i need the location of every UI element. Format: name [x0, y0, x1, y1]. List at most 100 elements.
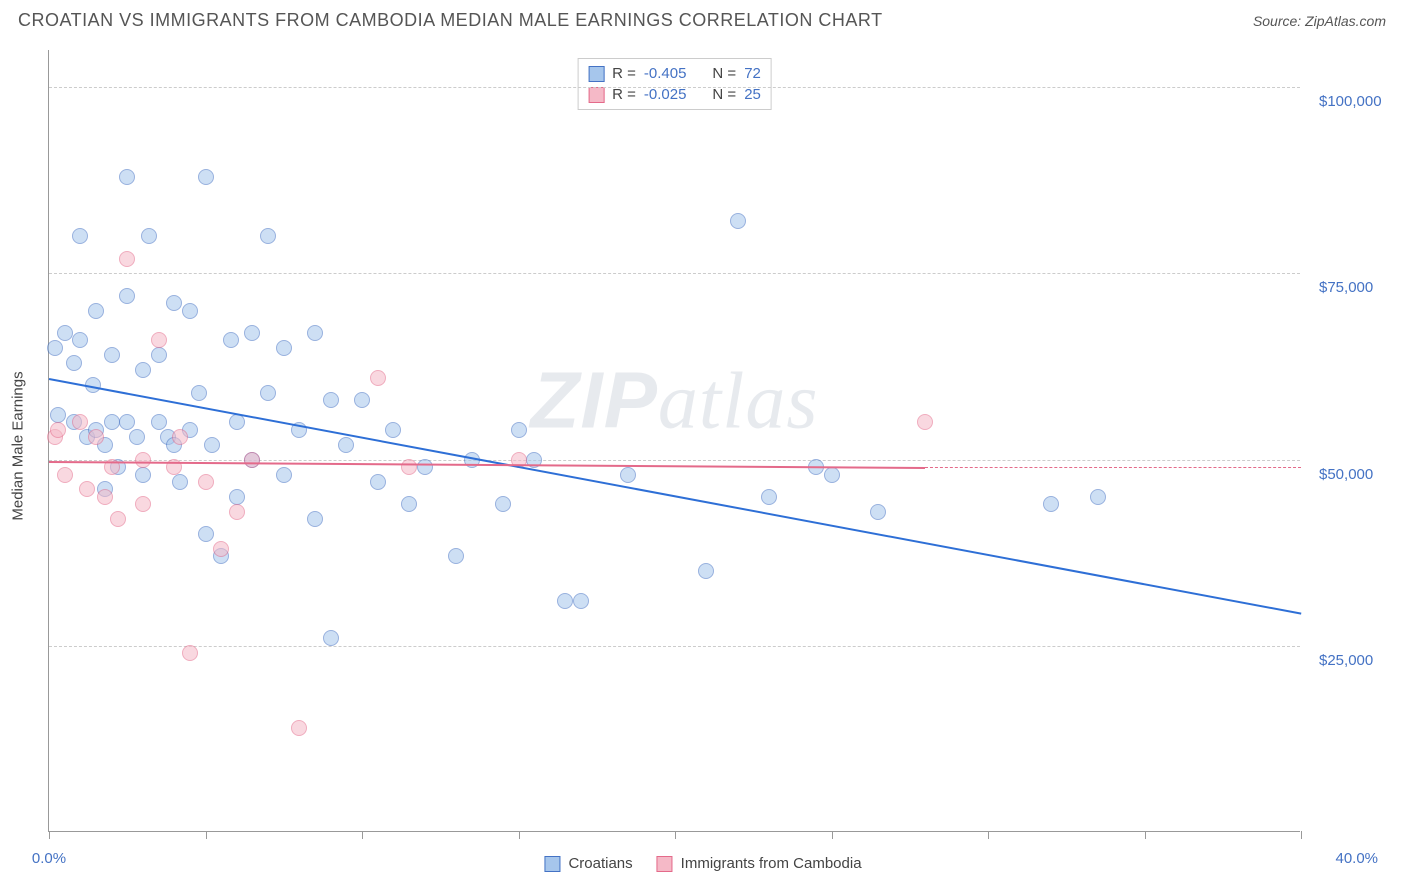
y-tick-label: $100,000 — [1319, 93, 1382, 110]
data-point — [824, 467, 840, 483]
data-point — [141, 228, 157, 244]
x-tick-label-left: 0.0% — [32, 850, 66, 867]
stats-row: R = -0.405 N = 72 — [588, 63, 761, 84]
r-value: -0.405 — [644, 65, 687, 82]
data-point — [50, 422, 66, 438]
data-point — [151, 414, 167, 430]
data-point — [57, 467, 73, 483]
data-point — [323, 630, 339, 646]
data-point — [129, 429, 145, 445]
data-point — [97, 489, 113, 505]
data-point — [182, 645, 198, 661]
data-point — [135, 452, 151, 468]
data-point — [620, 467, 636, 483]
data-point — [198, 526, 214, 542]
data-point — [370, 370, 386, 386]
x-tick — [988, 831, 989, 839]
watermark: ZIPatlas — [530, 355, 818, 448]
chart-plot-area: ZIPatlas R =-0.405N =72R =-0.025N =25 $2… — [48, 50, 1300, 832]
data-point — [119, 288, 135, 304]
source-label: Source: — [1253, 13, 1305, 29]
data-point — [223, 332, 239, 348]
legend-item: Croatians — [544, 855, 632, 872]
data-point — [244, 325, 260, 341]
x-tick — [362, 831, 363, 839]
watermark-part1: ZIP — [530, 356, 657, 445]
legend-label: Immigrants from Cambodia — [681, 855, 862, 872]
x-tick — [1145, 831, 1146, 839]
data-point — [151, 332, 167, 348]
trend-line-extrapolated — [925, 467, 1301, 468]
data-point — [260, 385, 276, 401]
data-point — [370, 474, 386, 490]
data-point — [730, 213, 746, 229]
n-label: N = — [712, 65, 736, 82]
data-point — [495, 496, 511, 512]
data-point — [244, 452, 260, 468]
data-point — [338, 437, 354, 453]
data-point — [276, 467, 292, 483]
data-point — [1090, 489, 1106, 505]
source-value: ZipAtlas.com — [1305, 13, 1386, 29]
data-point — [323, 392, 339, 408]
data-point — [135, 362, 151, 378]
gridline — [49, 646, 1300, 647]
series-swatch — [588, 87, 604, 103]
data-point — [870, 504, 886, 520]
y-axis-label: Median Male Earnings — [10, 371, 27, 520]
data-point — [511, 422, 527, 438]
data-point — [917, 414, 933, 430]
data-point — [229, 504, 245, 520]
data-point — [213, 541, 229, 557]
data-point — [135, 467, 151, 483]
x-tick — [675, 831, 676, 839]
data-point — [276, 340, 292, 356]
data-point — [88, 303, 104, 319]
data-point — [307, 511, 323, 527]
data-point — [104, 347, 120, 363]
y-tick-label: $50,000 — [1319, 466, 1373, 483]
data-point — [182, 303, 198, 319]
data-point — [1043, 496, 1059, 512]
x-tick-label-right: 40.0% — [1335, 850, 1378, 867]
data-point — [110, 511, 126, 527]
legend-item: Immigrants from Cambodia — [657, 855, 862, 872]
y-tick-label: $75,000 — [1319, 279, 1373, 296]
data-point — [229, 489, 245, 505]
r-label: R = — [612, 65, 636, 82]
data-point — [119, 169, 135, 185]
data-point — [401, 496, 417, 512]
n-label: N = — [712, 86, 736, 103]
data-point — [119, 251, 135, 267]
data-point — [172, 474, 188, 490]
gridline — [49, 460, 1300, 461]
data-point — [417, 459, 433, 475]
n-value: 72 — [744, 65, 761, 82]
data-point — [72, 228, 88, 244]
legend-swatch — [544, 856, 560, 872]
data-point — [385, 422, 401, 438]
data-point — [88, 429, 104, 445]
data-point — [557, 593, 573, 609]
data-point — [50, 407, 66, 423]
correlation-stats-box: R =-0.405N =72R =-0.025N =25 — [577, 58, 772, 110]
x-tick — [1301, 831, 1302, 839]
data-point — [66, 355, 82, 371]
data-point — [47, 340, 63, 356]
chart-header: CROATIAN VS IMMIGRANTS FROM CAMBODIA MED… — [0, 0, 1406, 35]
data-point — [151, 347, 167, 363]
data-point — [307, 325, 323, 341]
watermark-part2: atlas — [658, 358, 819, 446]
data-point — [198, 474, 214, 490]
data-point — [166, 295, 182, 311]
n-value: 25 — [744, 86, 761, 103]
data-point — [191, 385, 207, 401]
data-point — [260, 228, 276, 244]
data-point — [72, 414, 88, 430]
series-swatch — [588, 66, 604, 82]
x-tick — [206, 831, 207, 839]
x-tick — [519, 831, 520, 839]
source-attribution: Source: ZipAtlas.com — [1253, 13, 1386, 29]
data-point — [401, 459, 417, 475]
legend-label: Croatians — [568, 855, 632, 872]
